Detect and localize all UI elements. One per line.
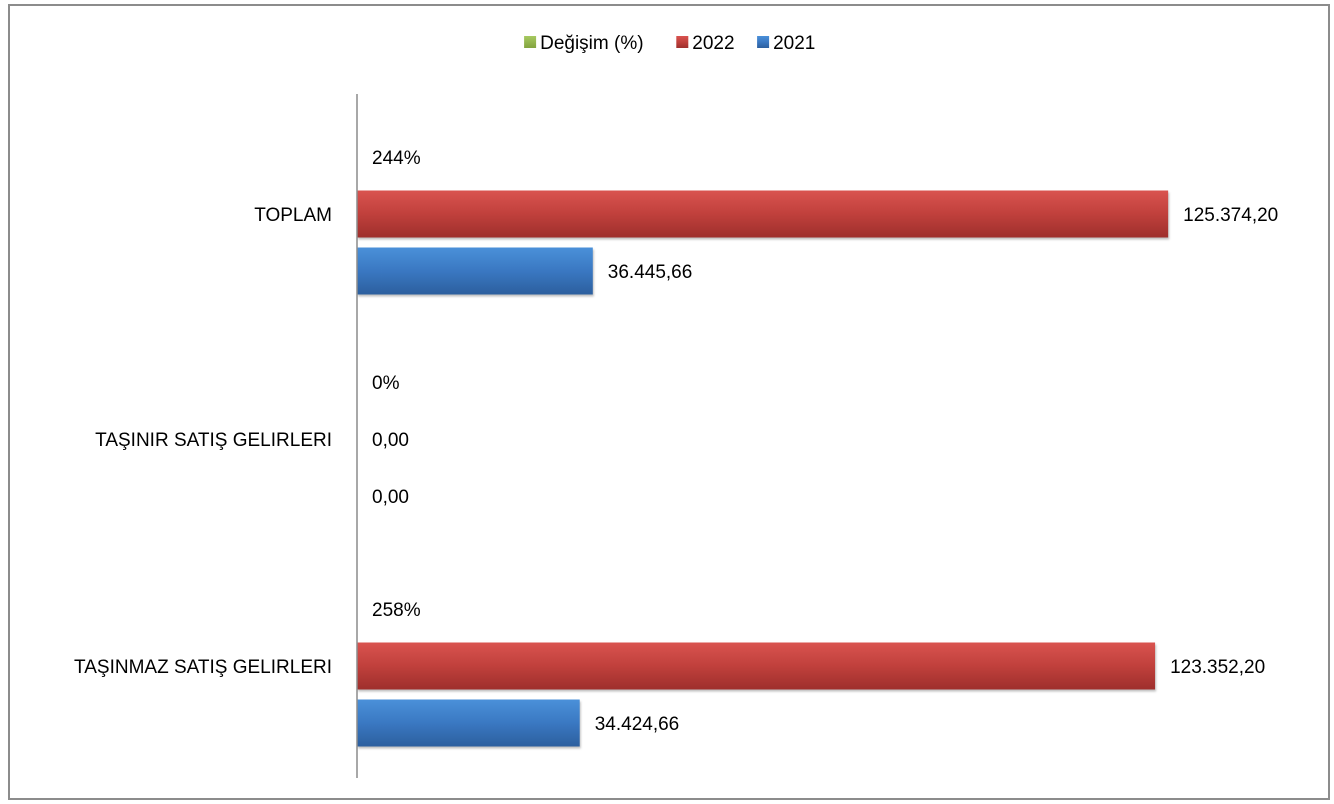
bar-2021-2 <box>357 699 580 747</box>
data-label: 34.424,66 <box>595 714 680 735</box>
data-label: 258% <box>372 600 421 621</box>
data-label: 36.445,66 <box>608 262 693 283</box>
bars-group <box>357 190 1169 747</box>
data-label: 0% <box>372 373 400 394</box>
bar-2022-0 <box>357 190 1169 238</box>
legend-label: 2022 <box>692 33 734 54</box>
data-label: 123.352,20 <box>1170 657 1265 678</box>
data-label: 0,00 <box>372 430 409 451</box>
bar-2021-0 <box>357 247 593 295</box>
legend-swatch <box>676 36 689 48</box>
category-label: TAŞINMAZ SATIŞ GELIRLERI <box>74 657 332 678</box>
category-label: TOPLAM <box>254 205 332 226</box>
data-label: 244% <box>372 148 421 169</box>
labels-group: TOPLAM 244% 125.374,20 36.445,66 TAŞINIR SAT… <box>74 148 1278 735</box>
data-label: 125.374,20 <box>1183 205 1278 226</box>
bar-2022-2 <box>357 642 1156 690</box>
legend-label: 2021 <box>773 33 815 54</box>
legend-label: Değişim (%) <box>540 33 643 54</box>
legend-swatch <box>524 36 537 48</box>
category-label: TAŞINIR SATIŞ GELIRLERI <box>95 430 332 451</box>
legend: Değişim (%) 2022 2021 <box>524 33 815 54</box>
data-label: 0,00 <box>372 487 409 508</box>
legend-swatch <box>757 36 770 48</box>
